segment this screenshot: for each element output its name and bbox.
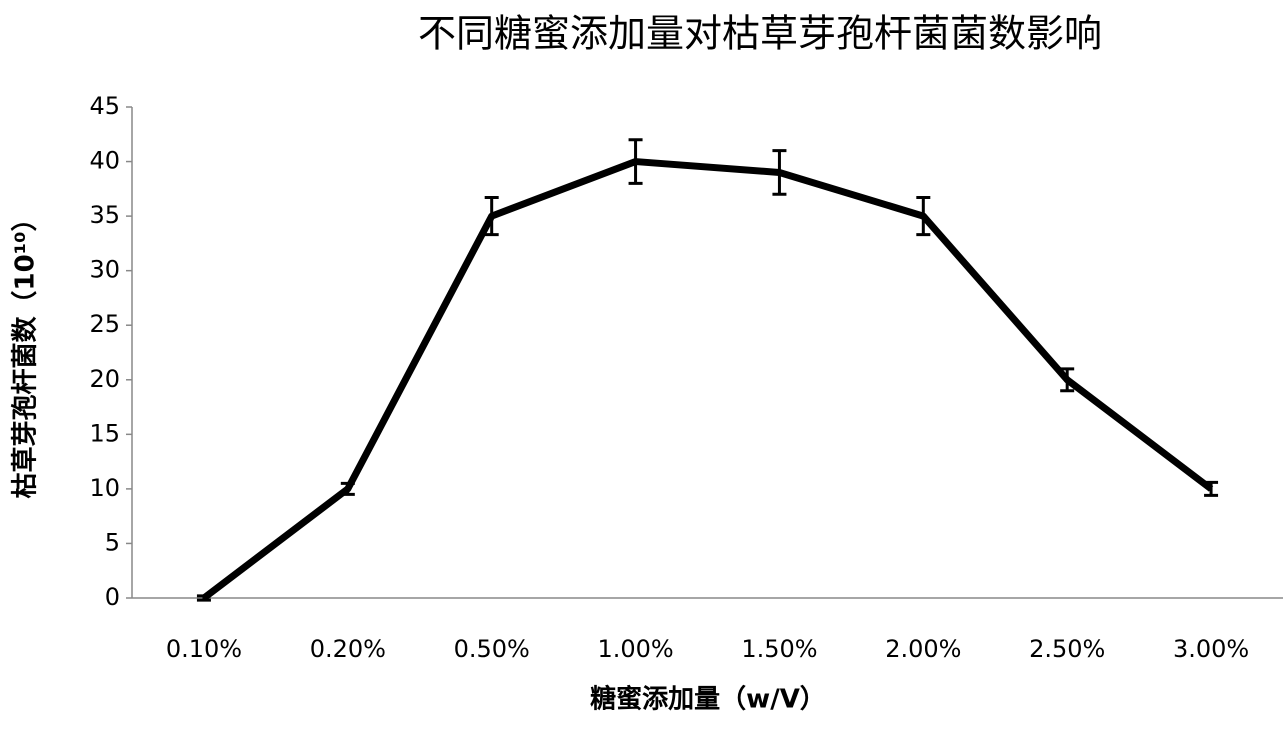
y-tick-label: 5 (105, 528, 120, 556)
x-tick-label: 1.00% (597, 635, 673, 663)
error-bar (196, 594, 211, 602)
error-bar (628, 138, 643, 185)
y-tick-label: 45 (89, 92, 120, 120)
error-bar (1204, 480, 1219, 497)
x-tick-label: 3.00% (1173, 635, 1249, 663)
x-tick-label: 0.20% (310, 635, 386, 663)
error-bar (340, 481, 355, 496)
y-tick-label: 15 (89, 419, 120, 447)
y-tick-label: 0 (105, 583, 120, 611)
error-bar (484, 196, 499, 237)
y-tick-label: 10 (89, 474, 120, 502)
y-tick-label: 40 (89, 147, 120, 175)
x-axis-label: 糖蜜添加量（w/V） (590, 684, 826, 715)
y-tick-label: 30 (89, 256, 120, 284)
error-bar (916, 196, 931, 237)
x-tick-label: 0.50% (454, 635, 530, 663)
y-tick-label: 25 (89, 310, 120, 338)
y-tick-label: 20 (89, 365, 120, 393)
y-axis-label: 枯草芽孢杆菌数（10¹⁰） (11, 206, 41, 499)
error-bar (772, 149, 787, 196)
x-tick-label: 1.50% (741, 635, 817, 663)
x-tick-label: 2.50% (1029, 635, 1105, 663)
data-line (201, 158, 1214, 601)
chart-title: 不同糖蜜添加量对枯草芽孢杆菌菌数影响 (418, 12, 1102, 56)
x-tick-label: 0.10% (166, 635, 242, 663)
error-bar (1060, 367, 1075, 393)
y-tick-label: 35 (89, 201, 120, 229)
x-tick-label: 2.00% (885, 635, 961, 663)
